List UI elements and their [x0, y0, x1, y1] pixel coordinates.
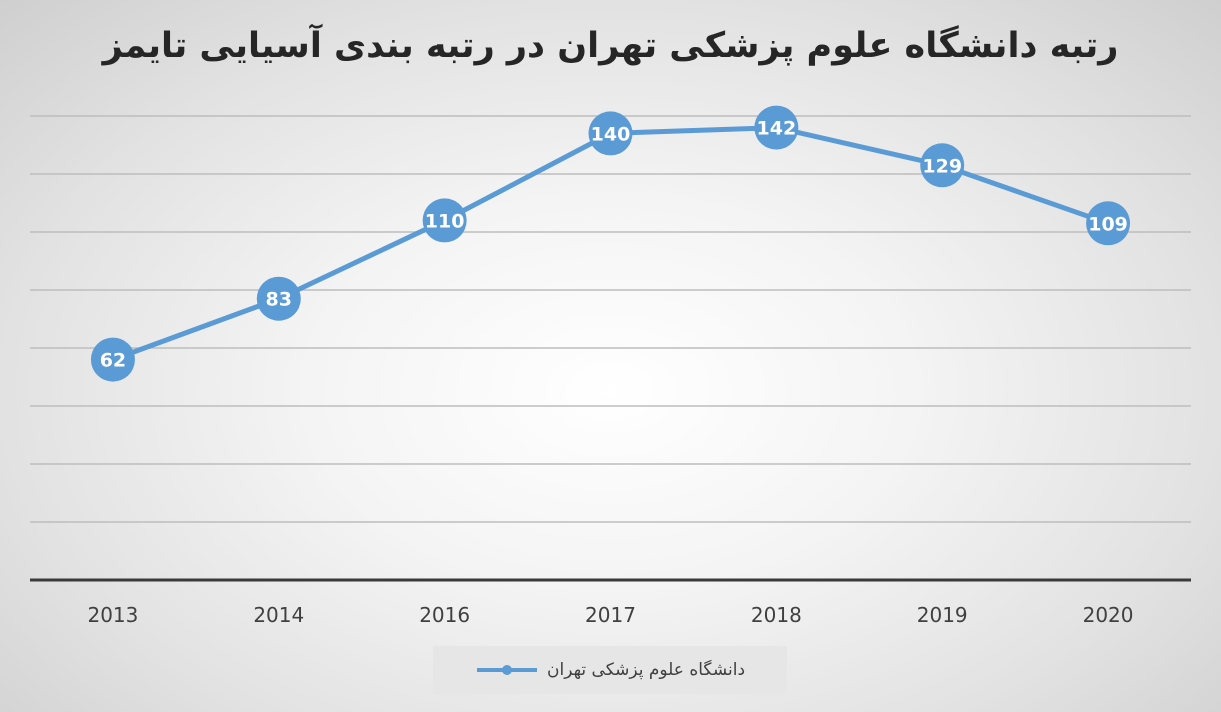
- data-point-marker: [1086, 201, 1131, 246]
- data-point-layer: 62 83 110 140 142 129 109: [90, 105, 1131, 382]
- x-tick-label: 2017: [585, 603, 636, 627]
- data-point-marker: [90, 337, 135, 382]
- x-tick-label-layer: 2013 2014 2016 2017 2018 2019 2020: [87, 603, 1133, 627]
- x-tick-label: 2020: [1083, 603, 1134, 627]
- chart-title: رتبه دانشگاه علوم پزشکی تهران در رتبه بن…: [102, 26, 1119, 66]
- data-point-marker: [256, 276, 301, 321]
- data-label: 140: [591, 123, 631, 145]
- x-tick-label: 2013: [87, 603, 138, 627]
- data-label: 110: [425, 210, 465, 232]
- legend: دانشگاه علوم پزشکی تهران: [433, 646, 787, 694]
- x-tick-label: 2014: [253, 603, 304, 627]
- x-tick-label: 2016: [419, 603, 470, 627]
- legend-label: دانشگاه علوم پزشکی تهران: [546, 660, 746, 680]
- data-label: 142: [757, 118, 797, 140]
- data-label: 129: [922, 155, 962, 177]
- legend-line-marker-icon: [476, 665, 537, 675]
- data-point-marker: [588, 111, 633, 156]
- data-point-marker: [422, 198, 467, 243]
- data-label: 83: [266, 289, 292, 311]
- gridlines: [30, 115, 1191, 523]
- data-label: 109: [1088, 213, 1128, 235]
- data-point-marker: [754, 105, 799, 150]
- x-tick-label: 2019: [917, 603, 968, 627]
- data-label: 62: [100, 350, 126, 372]
- x-tick-label: 2018: [751, 603, 802, 627]
- data-point-marker: [920, 143, 965, 188]
